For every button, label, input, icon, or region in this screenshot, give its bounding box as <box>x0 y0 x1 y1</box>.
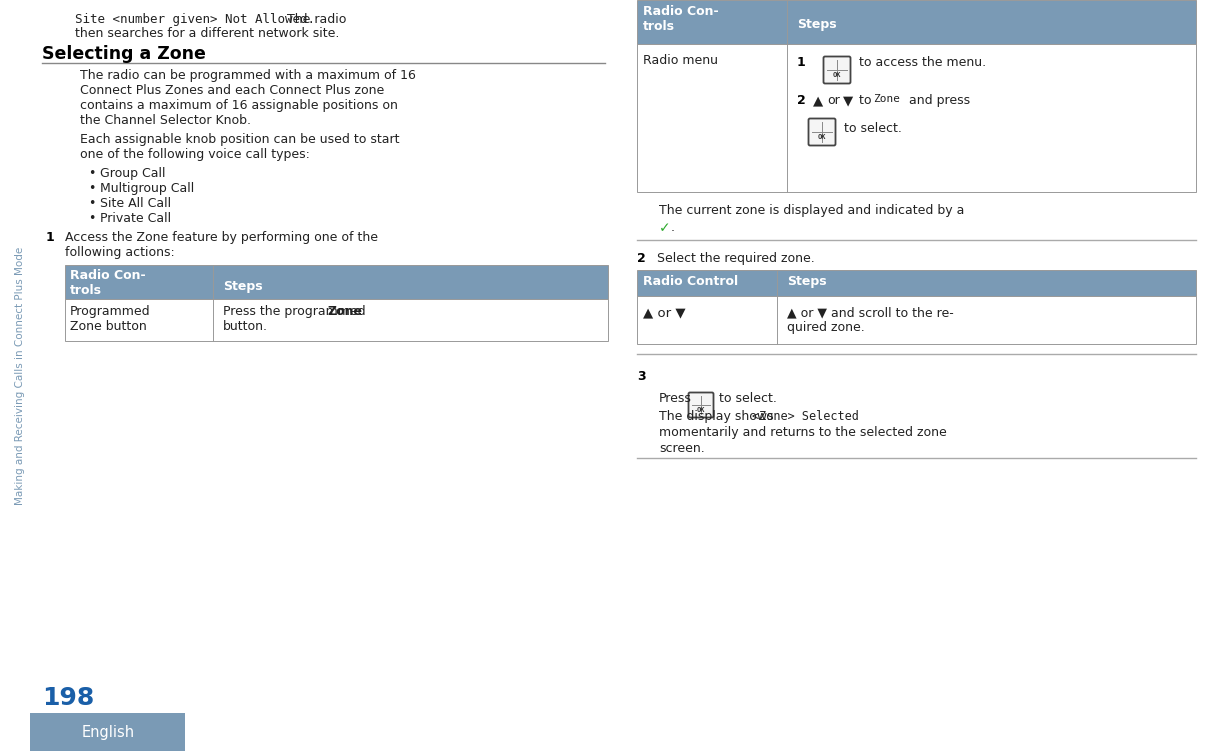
Text: <Zone> Selected: <Zone> Selected <box>751 410 859 423</box>
Text: 198: 198 <box>42 686 94 710</box>
Bar <box>637 0 1196 44</box>
Text: Programmed
Zone button: Programmed Zone button <box>70 305 151 333</box>
Text: then searches for a different network site.: then searches for a different network si… <box>75 27 339 40</box>
Text: or: or <box>827 94 839 107</box>
Text: contains a maximum of 16 assignable positions on: contains a maximum of 16 assignable posi… <box>80 99 398 112</box>
Text: to select.: to select. <box>715 392 777 405</box>
Text: •: • <box>88 197 95 210</box>
Text: 2: 2 <box>637 252 645 265</box>
Text: OK: OK <box>833 72 842 78</box>
Text: Zone: Zone <box>873 94 900 104</box>
Text: ▲: ▲ <box>813 94 824 107</box>
Text: Private Call: Private Call <box>100 212 171 225</box>
Bar <box>637 44 1196 192</box>
Text: Selecting a Zone: Selecting a Zone <box>42 45 206 63</box>
Text: the Channel Selector Knob.: the Channel Selector Knob. <box>80 114 251 127</box>
Text: •: • <box>88 167 95 180</box>
Text: Multigroup Call: Multigroup Call <box>100 182 194 195</box>
Text: OK: OK <box>697 407 706 413</box>
Text: ▲ or ▼ and scroll to the re-: ▲ or ▼ and scroll to the re- <box>788 306 954 319</box>
Text: Connect Plus Zones and each Connect Plus zone: Connect Plus Zones and each Connect Plus… <box>80 84 385 97</box>
Text: ✓: ✓ <box>658 221 671 235</box>
Text: Access the Zone feature by performing one of the: Access the Zone feature by performing on… <box>65 231 377 244</box>
Text: one of the following voice call types:: one of the following voice call types: <box>80 148 310 161</box>
Text: following actions:: following actions: <box>65 246 175 259</box>
Bar <box>637 270 1196 296</box>
Text: The radio can be programmed with a maximum of 16: The radio can be programmed with a maxim… <box>80 69 416 82</box>
Text: Steps: Steps <box>223 280 263 293</box>
Bar <box>30 713 185 751</box>
Text: Each assignable knob position can be used to start: Each assignable knob position can be use… <box>80 133 399 146</box>
Text: ▲ or ▼: ▲ or ▼ <box>643 306 686 319</box>
Text: Steps: Steps <box>788 275 826 288</box>
Text: quired zone.: quired zone. <box>788 321 865 334</box>
Text: Group Call: Group Call <box>100 167 165 180</box>
Text: to: to <box>855 94 872 107</box>
Text: Site All Call: Site All Call <box>100 197 171 210</box>
Text: Press: Press <box>658 392 692 405</box>
Bar <box>65 265 608 299</box>
Text: and press: and press <box>904 94 970 107</box>
Text: The current zone is displayed and indicated by a: The current zone is displayed and indica… <box>658 204 965 217</box>
Text: Site <number given> Not Allowed.: Site <number given> Not Allowed. <box>75 13 315 26</box>
Text: momentarily and returns to the selected zone: momentarily and returns to the selected … <box>658 426 947 439</box>
Text: Radio Con-
trols: Radio Con- trols <box>70 269 146 297</box>
Text: The radio: The radio <box>283 13 346 26</box>
Text: 3: 3 <box>637 370 645 383</box>
Text: Press the programmed: Press the programmed <box>223 305 369 318</box>
Text: Select the required zone.: Select the required zone. <box>657 252 815 265</box>
FancyBboxPatch shape <box>808 119 836 146</box>
Text: screen.: screen. <box>658 442 704 455</box>
Text: Radio Con-
trols: Radio Con- trols <box>643 5 719 33</box>
Text: button.: button. <box>223 320 268 333</box>
Text: to select.: to select. <box>841 122 902 135</box>
FancyBboxPatch shape <box>824 56 850 83</box>
Bar <box>637 296 1196 344</box>
Text: OK: OK <box>818 134 826 140</box>
Text: The display shows: The display shows <box>658 410 778 423</box>
Bar <box>65 299 608 341</box>
Text: Zone: Zone <box>328 305 363 318</box>
Text: •: • <box>88 182 95 195</box>
Text: .: . <box>671 221 675 234</box>
Text: •: • <box>88 212 95 225</box>
Text: 2: 2 <box>797 94 806 107</box>
Text: Radio menu: Radio menu <box>643 54 718 67</box>
Text: Making and Receiving Calls in Connect Plus Mode: Making and Receiving Calls in Connect Pl… <box>14 247 25 505</box>
FancyBboxPatch shape <box>689 393 714 418</box>
Text: to access the menu.: to access the menu. <box>855 56 987 69</box>
Text: ▼: ▼ <box>843 94 854 107</box>
Text: Steps: Steps <box>797 18 837 31</box>
Text: 1: 1 <box>797 56 806 69</box>
Text: English: English <box>82 725 135 740</box>
Text: Radio Control: Radio Control <box>643 275 738 288</box>
Text: 1: 1 <box>46 231 54 244</box>
